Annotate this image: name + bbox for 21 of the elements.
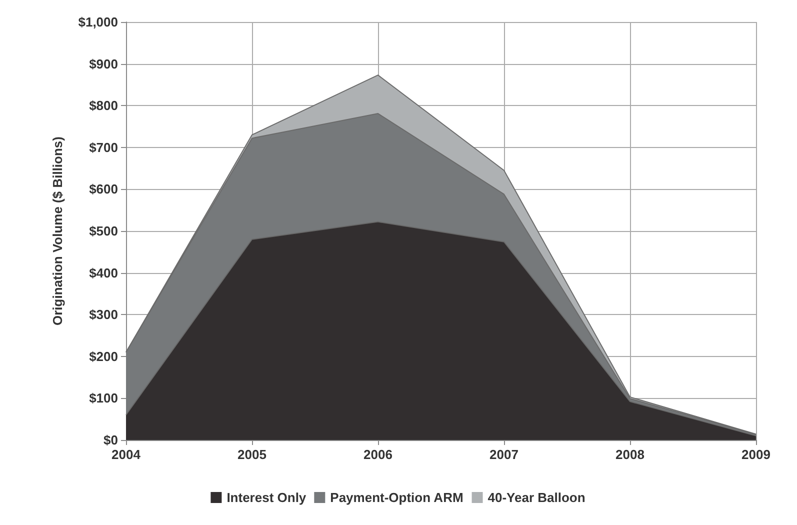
y-tick-label: $300 [89, 307, 118, 322]
y-axis-title: Origination Volume ($ Billions) [50, 136, 65, 326]
legend-label: 40-Year Balloon [488, 490, 586, 505]
x-tick-label: 2008 [616, 447, 644, 462]
legend-label: Interest Only [226, 490, 307, 505]
legend-label: Payment-Option ARM [330, 490, 464, 505]
y-tick-label: $700 [89, 140, 118, 155]
y-tick-label: $100 [89, 390, 118, 406]
y-tick-label: $900 [89, 56, 118, 72]
x-tick-label: 2009 [742, 447, 770, 462]
x-tick-label: 2005 [238, 447, 266, 462]
y-tick-label: $1,000 [78, 14, 118, 30]
y-tick-label: $400 [89, 265, 118, 280]
y-tick-label: $800 [89, 98, 118, 114]
x-tick-label: 2007 [490, 447, 518, 462]
y-tick-label: $200 [89, 348, 118, 364]
y-tick-label: $500 [89, 224, 118, 238]
x-tick-label: 2004 [112, 447, 142, 462]
x-tick-label: 2006 [364, 447, 392, 462]
y-tick-label: $0 [104, 432, 118, 448]
y-tick-label: $600 [89, 182, 118, 197]
